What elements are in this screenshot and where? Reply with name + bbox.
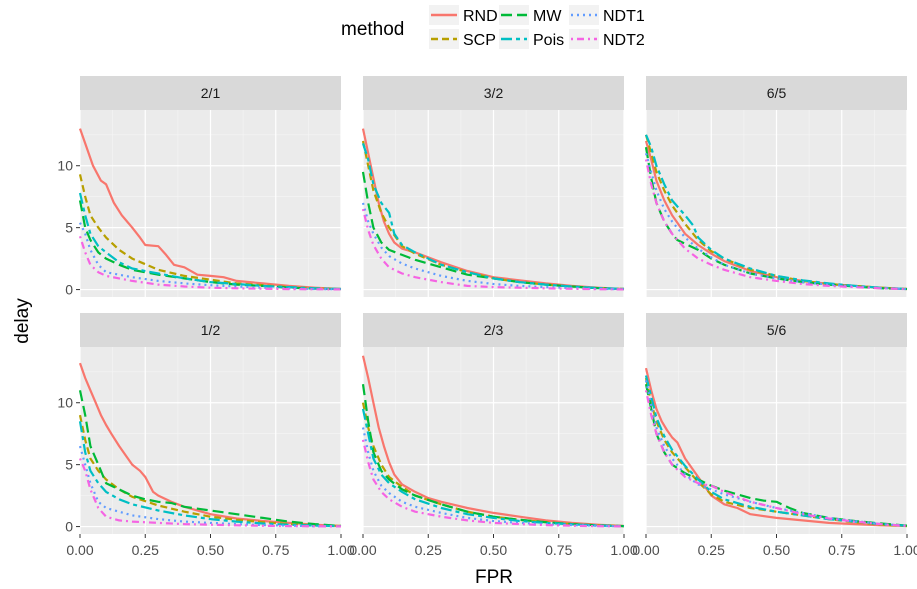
facet-label: 6/5 — [767, 85, 787, 101]
facet-label: 1/2 — [201, 322, 221, 338]
y-tick-label: 5 — [65, 220, 73, 236]
facet-strip — [363, 313, 624, 347]
legend-title: method — [341, 19, 404, 40]
series-line-ndt1 — [361, 202, 625, 291]
legend: method RND SCP MW Pois NDT1 NDT2 — [341, 5, 645, 49]
panels: 2/1 0 5 10 3/2 6/5 1/2 0 5 10 0.00 0.25 0.50 0.75 1.00… — [57, 76, 917, 558]
y-axis-title: delay — [12, 298, 33, 344]
series-line-pois — [361, 143, 625, 291]
facet-label: 3/2 — [484, 85, 504, 101]
panel-3: 6/5 — [644, 76, 908, 297]
legend-label: MW — [533, 8, 562, 25]
x-tick-label: 0.00 — [349, 542, 376, 558]
panel-5: 2/3 0.00 0.25 0.50 0.75 1.00 — [349, 313, 638, 558]
series-line-rnd — [361, 355, 625, 528]
panel-1: 2/1 0 5 10 — [57, 76, 342, 298]
series-line-rnd — [78, 362, 342, 528]
x-tick-label: 1.00 — [327, 542, 354, 558]
series-line-pois — [78, 192, 342, 291]
x-tick-label: 0.75 — [545, 542, 572, 558]
facet-label: 2/1 — [201, 85, 221, 101]
x-tick-label: 0.75 — [262, 542, 289, 558]
panel-4: 1/2 0 5 10 0.00 0.25 0.50 0.75 1.00 — [57, 313, 355, 558]
series-line-mw — [644, 383, 908, 527]
x-tick-label: 0.50 — [480, 542, 507, 558]
series-line-rnd — [78, 128, 342, 291]
x-tick-label: 0.50 — [197, 542, 224, 558]
y-tick-label: 10 — [57, 395, 73, 411]
legend-label: RND — [463, 8, 498, 25]
x-tick-label: 0.25 — [415, 542, 442, 558]
series-line-ndt1 — [644, 153, 908, 291]
panel-2: 3/2 — [361, 76, 625, 297]
facet-label: 2/3 — [484, 322, 504, 338]
legend-entry-mw: MW — [499, 5, 562, 25]
series-line-ndt2 — [644, 159, 908, 291]
series-line-pois — [644, 375, 908, 527]
x-tick-label: 0.50 — [763, 542, 790, 558]
facet-strip — [80, 313, 341, 347]
legend-label: NDT1 — [603, 8, 645, 25]
x-tick-label: 0.25 — [698, 542, 725, 558]
legend-entry-ndt1: NDT1 — [569, 5, 645, 25]
legend-key — [499, 29, 529, 49]
x-axis-title: FPR — [475, 567, 513, 588]
panel-6: 5/6 0.00 0.25 0.50 0.75 1.00 — [632, 313, 917, 558]
series-line-ndt1 — [79, 222, 342, 291]
legend-label: Pois — [533, 32, 564, 49]
y-tick-label: 0 — [65, 282, 73, 298]
legend-entry-ndt2: NDT2 — [569, 29, 645, 49]
x-tick-label: 0.25 — [132, 542, 159, 558]
legend-entry-pois: Pois — [499, 29, 564, 49]
x-tick-label: 0.75 — [828, 542, 855, 558]
facet-strip — [80, 76, 341, 110]
series-line-scp — [361, 402, 625, 528]
series-line-ndt2 — [361, 439, 625, 528]
series-line-pois — [361, 408, 625, 528]
x-tick-label: 0.00 — [66, 542, 93, 558]
x-tick-label: 1.00 — [610, 542, 637, 558]
y-tick-label: 5 — [65, 457, 73, 473]
facet-strip — [363, 76, 624, 110]
facet-strip — [646, 76, 907, 110]
x-tick-label: 1.00 — [893, 542, 917, 558]
y-tick-label: 0 — [65, 519, 73, 535]
legend-entry-rnd: RND — [429, 5, 498, 25]
x-tick-label: 0.00 — [632, 542, 659, 558]
y-tick-label: 10 — [57, 158, 73, 174]
legend-label: NDT2 — [603, 32, 645, 49]
series-line-mw — [78, 390, 342, 528]
series-line-ndt2 — [78, 458, 342, 528]
series-line-ndt2 — [78, 235, 342, 291]
facet-label: 5/6 — [767, 322, 787, 338]
series-line-pois — [644, 134, 908, 291]
series-line-ndt2 — [361, 208, 625, 291]
legend-label: SCP — [463, 32, 496, 49]
legend-key — [499, 5, 529, 25]
facet-strip — [646, 313, 907, 347]
legend-entry-scp: SCP — [429, 29, 496, 49]
series-line-pois — [78, 421, 342, 528]
